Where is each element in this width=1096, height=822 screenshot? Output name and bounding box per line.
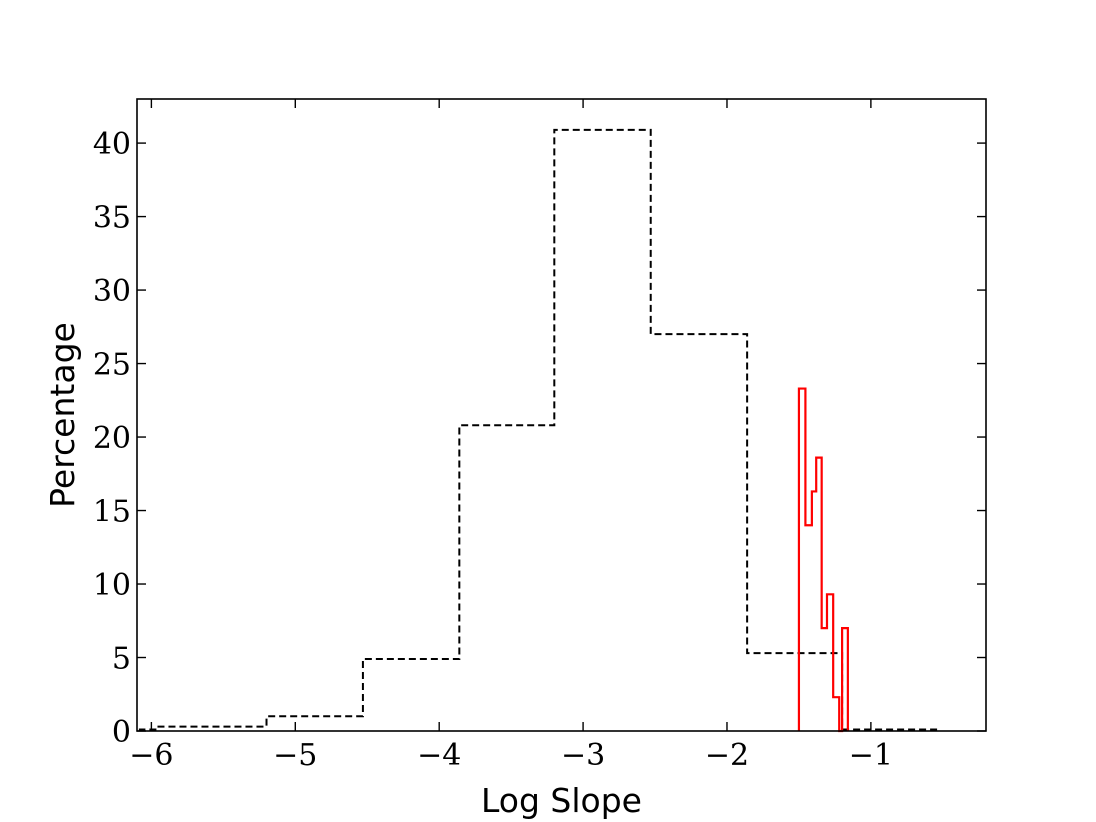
y-tick-label: 5: [112, 642, 131, 677]
y-axis-label: Percentage: [43, 322, 82, 508]
x-tick-label: −5: [273, 738, 317, 773]
y-tick-label: 0: [112, 715, 131, 750]
series-dashed-0: [138, 128, 940, 731]
x-tick-label: −1: [849, 738, 893, 773]
y-tick-label: 15: [93, 495, 131, 530]
y-tick-label: 25: [93, 348, 131, 383]
y-tick-label: 10: [93, 568, 131, 603]
x-tick-label: −6: [129, 738, 173, 773]
y-tick-label: 40: [93, 127, 131, 162]
series-layer: [138, 128, 940, 733]
y-tick-label: 20: [93, 421, 131, 456]
x-tick-label: −3: [561, 738, 605, 773]
y-tick-label: 35: [93, 201, 131, 236]
plot-frame: [136, 98, 987, 732]
tick-layer: −6 −5 −4 −3 −2 −1 0 5 10 15 20 25 30 35 40: [93, 99, 986, 773]
x-tick-label: −4: [417, 738, 461, 773]
x-tick-label: −2: [705, 738, 749, 773]
x-axis-label: Log Slope: [481, 781, 642, 820]
y-tick-label: 30: [93, 274, 131, 309]
series-solid-1: [797, 387, 849, 733]
